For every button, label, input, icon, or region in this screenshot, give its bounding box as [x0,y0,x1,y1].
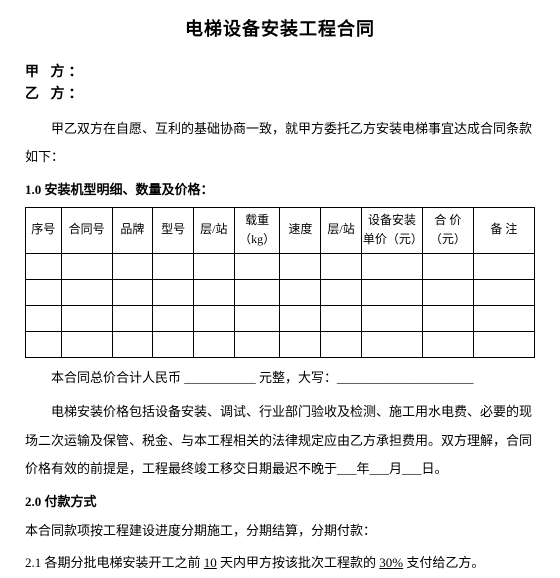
section-2-heading: 2.0 付款方式 [25,492,535,513]
th-seq: 序号 [26,207,62,253]
th-floor: 层/站 [193,207,234,253]
th-unit: 设备安装单价（元） [361,207,422,253]
table-row [26,253,535,279]
total-blank1: ___________ [184,370,256,385]
total-line: 本合同总价合计人民币 ___________ 元整，大写：___________… [25,364,535,393]
party-a: 甲 方： [25,62,535,84]
th-brand: 品牌 [112,207,153,253]
section-1-heading: 1.0 安装机型明细、数量及价格： [25,180,535,201]
table-row [26,331,535,357]
th-contract: 合同号 [61,207,112,253]
total-mid: 元整，大写： [256,370,337,385]
th-total: 合 价（元） [422,207,473,253]
th-load: 载重（kg） [234,207,280,253]
intro-text: 甲乙双方在自愿、互利的基础协商一致，就甲方委托乙方安装电梯事宜达成合同条款如下： [25,115,535,172]
s21-mid: 天内甲方按该批次工程款的 [217,555,380,570]
document-title: 电梯设备安装工程合同 [25,15,535,44]
s21-pct: 30% [379,549,403,578]
total-blank2: _____________________ [337,370,474,385]
desc-text: 电梯安装价格包括设备安装、调试、行业部门验收及检测、施工用水电费、必要的现场二次… [25,398,535,484]
section-2-1: 2.1 各期分批电梯安装开工之前 10 天内甲方按该批次工程款的 30% 支付给… [25,549,535,578]
total-prefix: 本合同总价合计人民币 [51,370,184,385]
th-speed: 速度 [280,207,321,253]
s21-days: 10 [204,549,217,578]
s21-suf: 支付给乙方。 [403,555,484,570]
table-row [26,279,535,305]
th-model: 型号 [153,207,194,253]
party-b: 乙 方： [25,84,535,106]
s21-pre: 2.1 各期分批电梯安装开工之前 [25,555,204,570]
table-row [26,305,535,331]
section-2-intro: 本合同款项按工程建设进度分期施工，分期结算，分期付款： [25,517,535,546]
spec-table: 序号 合同号 品牌 型号 层/站 载重（kg） 速度 层/站 设备安装单价（元）… [25,207,535,358]
th-floor2: 层/站 [321,207,362,253]
th-remark: 备 注 [473,207,534,253]
